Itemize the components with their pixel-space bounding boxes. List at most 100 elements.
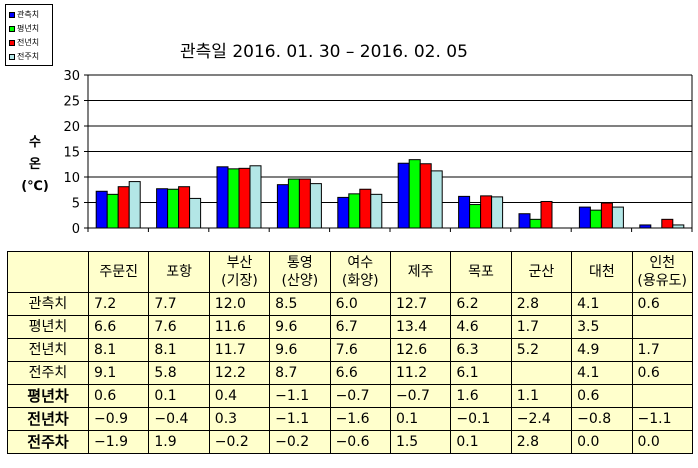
y-axis-label-line: 온 <box>29 157 41 172</box>
bar-chart: 0 5 10 15 20 25 30 <box>63 69 693 237</box>
bar <box>309 183 322 229</box>
legend-item: 전주치 <box>9 51 39 63</box>
legend-label: 평년치 <box>17 24 40 33</box>
table-cell: 2.8 <box>510 430 573 454</box>
bar <box>578 206 591 229</box>
table-cell <box>631 315 693 339</box>
table-cell: 1.7 <box>631 338 693 362</box>
bar <box>238 167 251 229</box>
bar <box>216 166 229 229</box>
y-tick-label: 15 <box>63 146 80 161</box>
legend-swatch <box>9 26 15 32</box>
bar <box>276 184 289 229</box>
table-cell: 12.2 <box>208 361 271 385</box>
table-column-header: 인천 (용유도) <box>631 251 693 293</box>
bar <box>249 165 262 229</box>
table-cell: −0.2 <box>208 430 271 454</box>
table-cell: −1.6 <box>329 407 391 431</box>
table-cell: 0.6 <box>631 361 693 385</box>
table-cell: 8.1 <box>87 338 150 362</box>
bar <box>672 224 685 229</box>
table-cell: 12.0 <box>208 292 271 316</box>
bar <box>491 196 504 229</box>
bar <box>298 178 311 229</box>
table-column-header: 주문진 <box>87 251 150 293</box>
legend-swatch <box>9 40 15 46</box>
table-cell: 6.3 <box>450 338 512 362</box>
table-cell: −0.1 <box>450 407 512 431</box>
table-cell: 7.6 <box>148 315 210 339</box>
table-row-header: 평년차 <box>7 384 89 408</box>
table-cell: 0.0 <box>631 430 693 454</box>
table-cell: 6.0 <box>329 292 391 316</box>
table-cell: 9.1 <box>87 361 150 385</box>
table-cell: 13.4 <box>389 315 452 339</box>
table-column-header: 대천 <box>571 251 633 293</box>
table-row: 전주치 9.1 5.8 12.2 8.7 6.6 11.2 6.1 4.1 0.6 <box>7 361 693 385</box>
table-cell: 4.1 <box>571 361 633 385</box>
table-cell: −1.1 <box>269 407 331 431</box>
table-cell: 12.7 <box>389 292 452 316</box>
legend-swatch <box>9 12 15 18</box>
table-row: 관측치 7.2 7.7 12.0 8.5 6.0 12.7 6.2 2.8 4.1 0.6 <box>7 292 693 316</box>
table-cell: 11.2 <box>389 361 452 385</box>
table-cell: 0.1 <box>450 430 512 454</box>
bar <box>540 200 553 229</box>
table-cell: 5.2 <box>510 338 573 362</box>
table-cell: 0.6 <box>571 384 633 408</box>
bar <box>337 196 350 229</box>
bar <box>167 188 180 229</box>
bar <box>458 195 471 229</box>
bar <box>480 195 493 229</box>
table-cell: 4.1 <box>571 292 633 316</box>
table-row-header: 전주치 <box>7 361 89 385</box>
table-cell: −1.1 <box>631 407 693 431</box>
table-row: 전년치 8.1 8.1 11.7 9.6 7.6 12.6 6.3 5.2 4.9 1.7 <box>7 338 693 362</box>
table-cell: 1.9 <box>148 430 210 454</box>
bar <box>639 224 652 229</box>
bar <box>600 202 613 229</box>
data-table: 주문진 포항 부산 (기장) 통영 (산양) 여수 (화양) 제주 목포 군산 대천 인천 (용유도) 관측… <box>7 251 693 454</box>
table-row-header: 전년치 <box>7 338 89 362</box>
table-cell: −0.7 <box>329 384 391 408</box>
bar <box>117 186 130 229</box>
bar <box>430 170 443 229</box>
table-cell: 2.8 <box>510 292 573 316</box>
bar <box>189 197 202 229</box>
table-cell: 6.7 <box>329 315 391 339</box>
table-cell: 3.5 <box>571 315 633 339</box>
y-tick-label: 20 <box>63 120 80 135</box>
table-cell: 1.1 <box>510 384 573 408</box>
y-axis-label: 수 온 (℃) <box>20 132 50 198</box>
chart-title: 관측일 2016. 01. 30 – 2016. 02. 05 <box>180 42 468 62</box>
table-cell: −0.6 <box>329 430 391 454</box>
legend-swatch <box>9 54 15 60</box>
bar <box>661 218 674 229</box>
table-cell: 0.1 <box>389 407 452 431</box>
bar <box>348 193 361 229</box>
table-cell: 8.5 <box>269 292 331 316</box>
table-row: 평년치 6.6 7.6 11.6 9.6 6.7 13.4 4.6 1.7 3.5 <box>7 315 693 339</box>
bar <box>589 209 602 229</box>
table-cell: 0.1 <box>148 384 210 408</box>
bar <box>469 204 482 229</box>
table-cell: 0.6 <box>631 292 693 316</box>
table-row: 전년차 −0.9 −0.4 0.3 −1.1 −1.6 0.1 −0.1 −2.4 −0.8 −1.… <box>7 407 693 431</box>
table-row-header: 평년치 <box>7 315 89 339</box>
table-row-header: 관측치 <box>7 292 89 316</box>
table-cell: 11.6 <box>208 315 271 339</box>
table-cell: 6.2 <box>450 292 512 316</box>
table-cell <box>510 361 573 385</box>
table-cell: 1.6 <box>450 384 512 408</box>
y-tick-label: 30 <box>63 69 80 84</box>
table-cell: 4.9 <box>571 338 633 362</box>
y-tick-label: 5 <box>72 197 80 212</box>
bar <box>156 188 169 229</box>
bar <box>128 181 141 229</box>
table-cell: 4.6 <box>450 315 512 339</box>
y-axis-label-line: 수 <box>29 135 41 150</box>
table-cell: 1.7 <box>510 315 573 339</box>
table-header-row: 주문진 포항 부산 (기장) 통영 (산양) 여수 (화양) 제주 목포 군산 대천 인천 (용유도) <box>7 251 693 293</box>
table-cell: 12.6 <box>389 338 452 362</box>
bar <box>419 163 432 229</box>
